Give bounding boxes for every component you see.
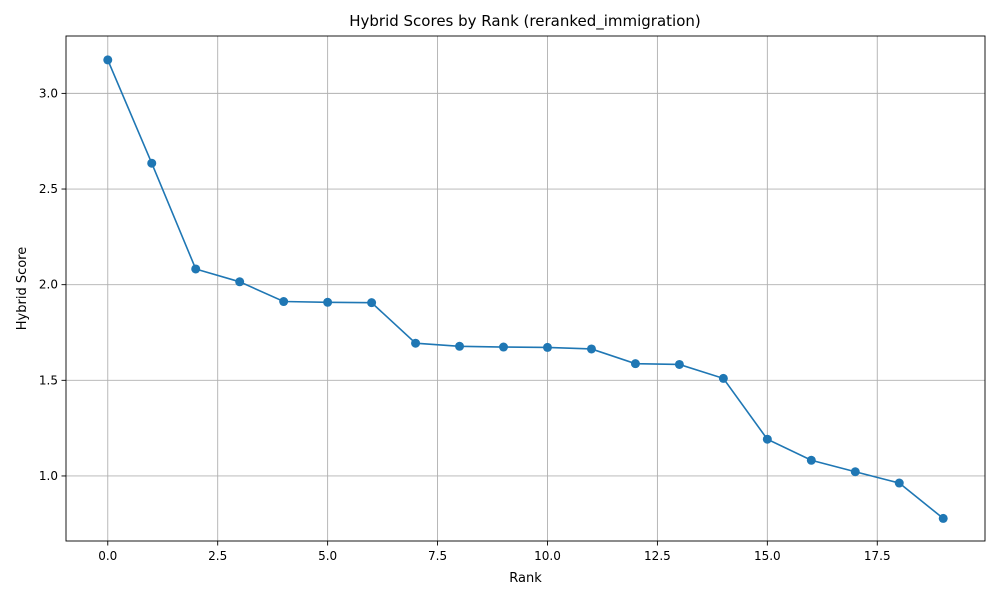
axis-ticks: 0.0 2.5 5.0 7.5 10.0 12.5 15.0 17.5 1.0 1.5 2.0 2.5… — [39, 86, 891, 563]
data-point — [586, 344, 596, 354]
data-point — [367, 298, 377, 308]
x-tick-label: 12.5 — [644, 549, 671, 563]
data-point — [411, 338, 421, 348]
data-point — [499, 342, 509, 352]
y-tick-label: 1.0 — [39, 469, 58, 483]
grid — [66, 36, 985, 541]
data-point — [806, 455, 816, 465]
x-tick-label: 10.0 — [534, 549, 561, 563]
x-tick-label: 0.0 — [98, 549, 117, 563]
x-tick-label: 5.0 — [318, 549, 337, 563]
x-tick-label: 2.5 — [208, 549, 227, 563]
data-point — [279, 297, 289, 307]
data-point — [542, 342, 552, 352]
data-point — [191, 264, 201, 274]
y-tick-label: 2.0 — [39, 278, 58, 292]
data-point — [103, 55, 113, 65]
y-tick-label: 2.5 — [39, 182, 58, 196]
y-tick-label: 3.0 — [39, 86, 58, 100]
series-line — [107, 59, 944, 520]
x-axis-label: Rank — [509, 571, 542, 586]
y-tick-label: 1.5 — [39, 373, 58, 387]
data-point — [894, 478, 904, 488]
x-tick-label: 15.0 — [754, 549, 781, 563]
x-tick-label: 7.5 — [428, 549, 447, 563]
data-point — [235, 277, 245, 287]
data-point — [762, 434, 772, 444]
series-group — [103, 55, 948, 523]
data-point — [323, 297, 333, 307]
y-axis-label: Hybrid Score — [15, 247, 30, 330]
data-point — [850, 467, 860, 477]
data-point — [674, 359, 684, 369]
data-point — [455, 341, 465, 351]
data-point — [147, 158, 157, 168]
data-point — [718, 373, 728, 383]
plot-area-frame — [65, 35, 986, 542]
chart-title: Hybrid Scores by Rank (reranked_immigrat… — [349, 12, 701, 31]
x-tick-label: 17.5 — [864, 549, 891, 563]
data-point — [630, 359, 640, 369]
data-point — [938, 513, 948, 523]
